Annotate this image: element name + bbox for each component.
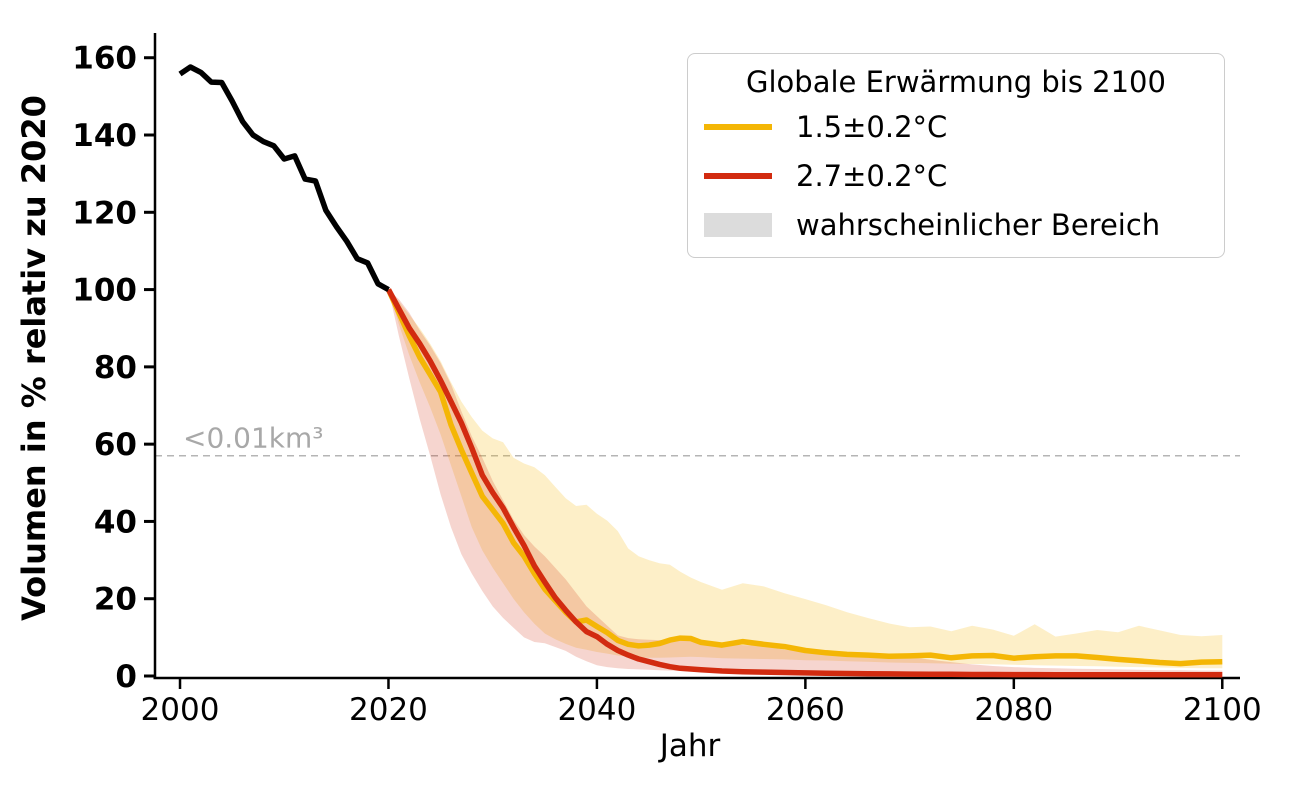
- likely-range-patch-swatch: [704, 212, 772, 237]
- legend-item-2-7deg: 2.7±0.2°C: [688, 151, 1224, 200]
- y-tick-label: 140: [72, 118, 137, 154]
- x-tick-label: 2020: [349, 692, 428, 728]
- legend-swatch-wrap: [704, 212, 772, 237]
- legend-label-1-5deg: 1.5±0.2°C: [796, 109, 948, 144]
- legend-title: Globale Erwärmung bis 2100: [746, 65, 1166, 99]
- y-tick-label: 0: [115, 659, 137, 695]
- y-tick-label: 100: [72, 273, 137, 309]
- warming-1-5-line-swatch: [704, 123, 772, 130]
- x-tick-label: 2060: [766, 692, 845, 728]
- y-axis-title: Volumen in % relativ zu 2020: [15, 95, 53, 621]
- legend-label-likely-range: wahrscheinlicher Bereich: [796, 207, 1161, 242]
- legend: Globale Erwärmung bis 2100 1.5±0.2°C 2.7…: [687, 53, 1225, 258]
- series-line-1502C: [385, 288, 1223, 667]
- x-tick-label: 2080: [974, 692, 1053, 728]
- y-tick-label: 160: [72, 41, 137, 77]
- threshold-label: <0.01km³: [183, 422, 324, 455]
- x-tick-label: 2000: [141, 692, 220, 728]
- x-axis-title: Jahr: [659, 728, 721, 764]
- legend-swatch-wrap: [704, 172, 772, 179]
- x-tick-label: 2100: [1183, 692, 1262, 728]
- x-tick-label: 2040: [557, 692, 636, 728]
- y-tick-label: 60: [94, 427, 137, 463]
- y-tick-label: 40: [94, 504, 137, 540]
- y-tick-label: 80: [94, 350, 137, 386]
- series-line-historical: [178, 64, 390, 293]
- series-line-2702C: [386, 288, 1223, 678]
- legend-label-2-7deg: 2.7±0.2°C: [796, 158, 948, 193]
- legend-item-likely-range: wahrscheinlicher Bereich: [688, 200, 1224, 249]
- y-tick-label: 120: [72, 195, 137, 231]
- warming-2-7-line-swatch: [704, 172, 772, 179]
- legend-swatch-wrap: [704, 123, 772, 130]
- legend-item-1-5deg: 1.5±0.2°C: [688, 102, 1224, 151]
- uncertainty-band-1502C: [388, 289, 1223, 669]
- y-tick-label: 20: [94, 582, 137, 618]
